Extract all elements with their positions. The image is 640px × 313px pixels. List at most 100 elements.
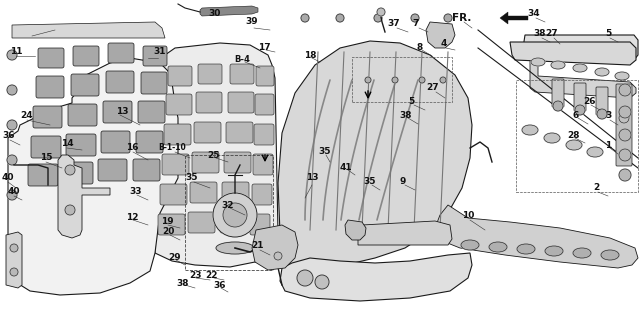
Text: 5: 5 [408, 98, 414, 106]
Ellipse shape [551, 61, 565, 69]
Text: 1: 1 [605, 141, 611, 150]
Circle shape [65, 165, 75, 175]
Text: 22: 22 [205, 271, 218, 280]
FancyBboxPatch shape [63, 162, 93, 184]
FancyBboxPatch shape [158, 214, 185, 235]
Text: 32: 32 [221, 201, 234, 209]
Circle shape [419, 77, 425, 83]
Circle shape [619, 149, 631, 161]
Circle shape [619, 169, 631, 181]
Circle shape [597, 109, 607, 119]
FancyBboxPatch shape [596, 87, 608, 115]
Circle shape [301, 14, 309, 22]
Text: B-1-10: B-1-10 [158, 143, 186, 152]
Polygon shape [523, 35, 638, 60]
Ellipse shape [531, 58, 545, 66]
Circle shape [7, 190, 17, 200]
Text: 5: 5 [605, 29, 611, 38]
Ellipse shape [587, 147, 603, 157]
Ellipse shape [544, 133, 560, 143]
Circle shape [374, 14, 382, 22]
FancyBboxPatch shape [190, 182, 217, 203]
Circle shape [10, 244, 18, 252]
Text: 17: 17 [258, 44, 270, 53]
Text: 40: 40 [2, 173, 14, 182]
FancyBboxPatch shape [28, 164, 58, 186]
Text: 13: 13 [306, 173, 318, 182]
Ellipse shape [489, 242, 507, 252]
Text: 24: 24 [20, 111, 33, 121]
FancyBboxPatch shape [162, 154, 189, 175]
Circle shape [10, 268, 18, 276]
Circle shape [553, 101, 563, 111]
FancyBboxPatch shape [73, 46, 99, 66]
Circle shape [411, 14, 419, 22]
FancyBboxPatch shape [574, 83, 586, 111]
FancyBboxPatch shape [66, 134, 96, 156]
Text: 23: 23 [189, 271, 201, 280]
FancyBboxPatch shape [196, 92, 222, 113]
Polygon shape [152, 43, 278, 267]
Ellipse shape [595, 68, 609, 76]
FancyBboxPatch shape [250, 214, 270, 235]
Bar [352, 57, 452, 102]
Circle shape [223, 203, 247, 227]
FancyBboxPatch shape [106, 71, 134, 93]
Text: 25: 25 [208, 151, 220, 160]
Text: 4: 4 [441, 39, 447, 49]
Circle shape [377, 8, 385, 16]
FancyBboxPatch shape [71, 74, 99, 96]
FancyBboxPatch shape [103, 101, 132, 123]
FancyBboxPatch shape [98, 159, 127, 181]
FancyBboxPatch shape [138, 101, 165, 123]
Polygon shape [345, 220, 366, 240]
Bar [516, 80, 638, 192]
Circle shape [619, 113, 629, 123]
FancyBboxPatch shape [141, 72, 167, 94]
Polygon shape [200, 6, 258, 16]
Text: 37: 37 [388, 19, 400, 28]
Circle shape [7, 155, 17, 165]
Text: 20: 20 [162, 228, 174, 237]
FancyBboxPatch shape [192, 152, 219, 173]
Text: 36: 36 [214, 281, 227, 290]
Circle shape [619, 84, 631, 96]
FancyBboxPatch shape [143, 46, 167, 66]
FancyBboxPatch shape [160, 184, 187, 205]
FancyBboxPatch shape [230, 64, 254, 84]
Ellipse shape [517, 244, 535, 254]
FancyBboxPatch shape [108, 43, 134, 63]
Text: 12: 12 [125, 213, 138, 223]
Polygon shape [252, 225, 298, 270]
Circle shape [65, 205, 75, 215]
Circle shape [575, 105, 585, 115]
Circle shape [619, 106, 631, 118]
FancyBboxPatch shape [228, 92, 254, 113]
Ellipse shape [216, 242, 254, 254]
Polygon shape [530, 48, 636, 98]
Ellipse shape [461, 240, 479, 250]
Text: FR.: FR. [452, 13, 472, 23]
Text: 2: 2 [593, 183, 599, 192]
Ellipse shape [545, 246, 563, 256]
FancyBboxPatch shape [133, 159, 160, 181]
Polygon shape [8, 58, 178, 295]
FancyBboxPatch shape [188, 212, 215, 233]
Text: 27: 27 [427, 84, 439, 93]
Circle shape [274, 252, 282, 260]
Text: 7: 7 [413, 19, 419, 28]
Text: 30: 30 [209, 9, 221, 18]
Text: 10: 10 [462, 212, 474, 220]
FancyBboxPatch shape [226, 122, 253, 143]
FancyBboxPatch shape [198, 64, 222, 84]
Polygon shape [12, 22, 165, 38]
Bar [185, 155, 273, 270]
Circle shape [336, 14, 344, 22]
Circle shape [444, 14, 452, 22]
FancyBboxPatch shape [194, 122, 221, 143]
Ellipse shape [566, 140, 582, 150]
Text: 40: 40 [8, 187, 20, 197]
Text: 8: 8 [417, 44, 423, 53]
Polygon shape [435, 205, 638, 268]
Text: 34: 34 [528, 9, 540, 18]
